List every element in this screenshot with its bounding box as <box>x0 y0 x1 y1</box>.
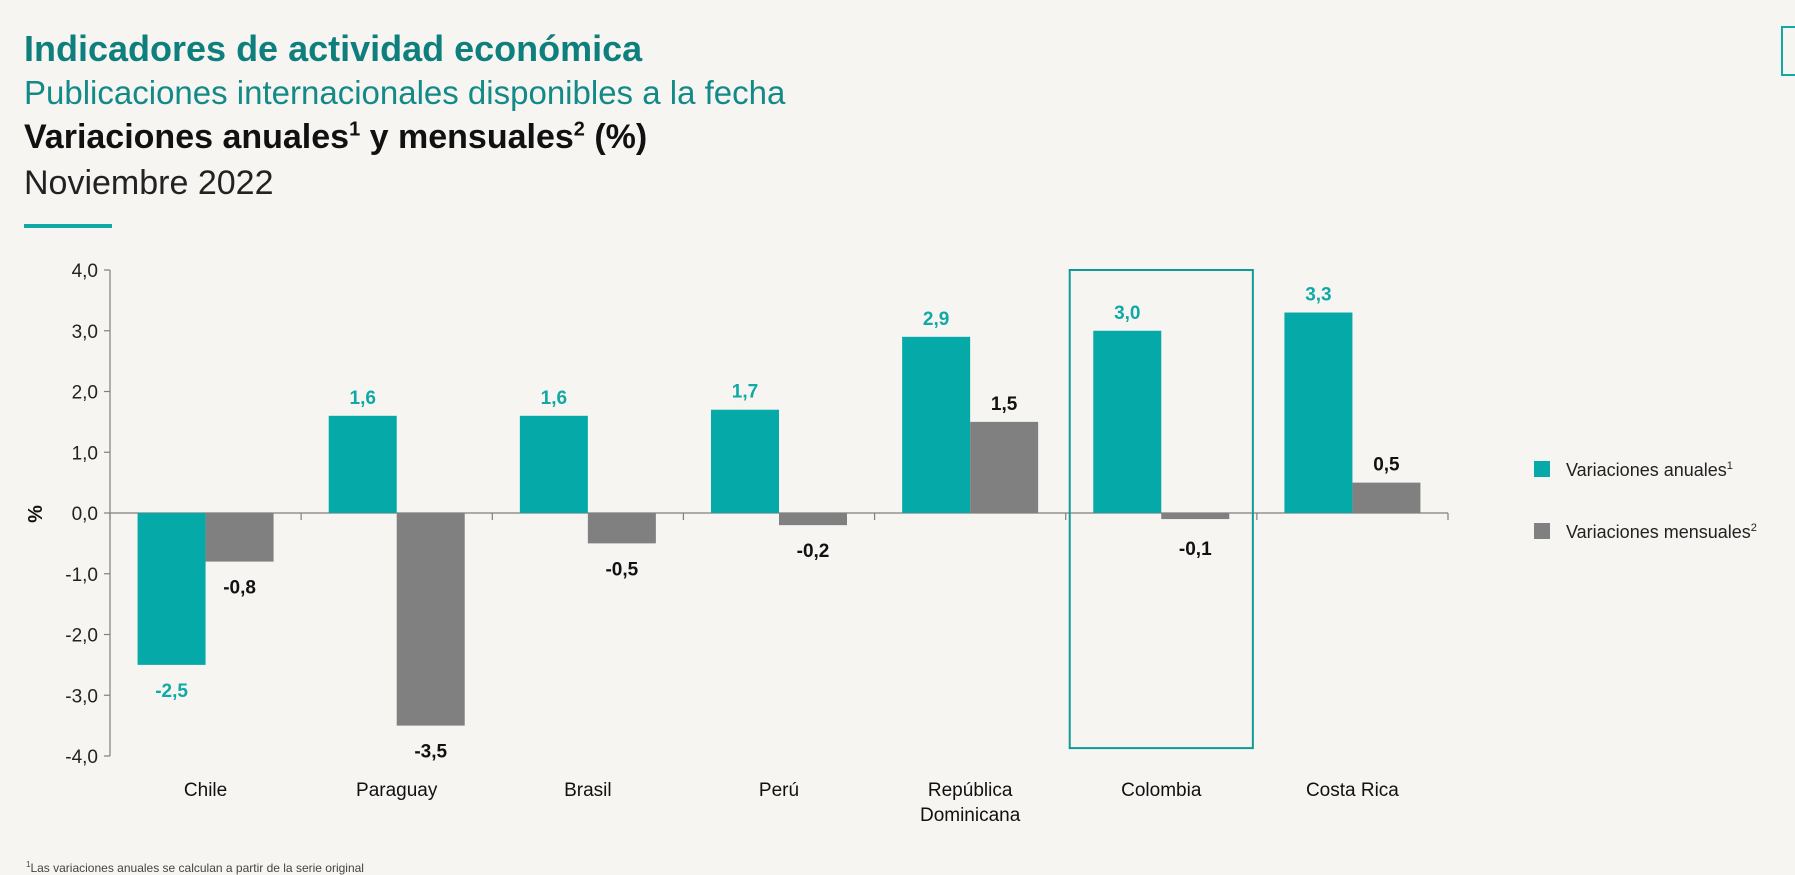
x-tick-label: República <box>928 780 1013 801</box>
heading-sup-2: 2 <box>573 118 585 141</box>
data-label-annual: 3,3 <box>1305 285 1331 306</box>
data-label-monthly: 1,5 <box>991 394 1018 415</box>
footnote-text: Las variaciones anuales se calculan a pa… <box>30 861 364 875</box>
highlight-box <box>1068 269 1254 750</box>
data-label-annual: -2,5 <box>155 681 188 702</box>
data-label-monthly: 0,5 <box>1373 455 1400 476</box>
legend-swatch-annual <box>1534 461 1550 477</box>
x-tick-label: Costa Rica <box>1306 780 1399 801</box>
chart-period: Noviembre 2022 <box>24 164 274 202</box>
bar-annual-república-dominicana <box>902 336 971 513</box>
x-tick-label: Colombia <box>1121 780 1202 801</box>
bar-annual-costa-rica <box>1284 312 1353 513</box>
data-label-monthly: -0,5 <box>605 559 638 580</box>
bar-annual-colombia <box>1093 330 1162 513</box>
legend-label-annual: Variaciones anuales1 <box>1566 460 1733 480</box>
chart-heading: Variaciones anuales1 y mensuales2 (%) <box>24 118 647 157</box>
bar-annual-chile <box>137 513 206 665</box>
x-tick-label: Paraguay <box>356 780 438 801</box>
data-label-monthly: -0,2 <box>797 541 830 562</box>
y-tick-label: -2,0 <box>65 626 98 647</box>
data-label-annual: 1,7 <box>732 382 758 403</box>
data-label-annual: 1,6 <box>541 388 567 409</box>
x-tick-label: Chile <box>184 780 227 801</box>
x-tick-label: Brasil <box>564 780 612 801</box>
y-tick-label: 1,0 <box>72 443 98 464</box>
data-label-annual: 1,6 <box>350 388 376 409</box>
heading-part-1: Variaciones anuales <box>24 118 350 156</box>
bar-monthly-república-dominicana <box>970 421 1039 513</box>
y-tick-label: -1,0 <box>65 565 98 586</box>
y-axis-label: % <box>25 505 47 523</box>
y-tick-label: 3,0 <box>72 322 98 343</box>
y-tick-label: -3,0 <box>65 686 98 707</box>
y-tick-label: 0,0 <box>72 504 98 525</box>
data-label-monthly: -0,1 <box>1179 539 1212 560</box>
edge-frame <box>1781 26 1795 76</box>
bar-monthly-paraguay <box>396 513 465 726</box>
chart-title: Indicadores de actividad económica <box>24 28 643 69</box>
heading-part-2: y mensuales <box>360 118 574 156</box>
bar-annual-paraguay <box>328 415 397 513</box>
y-tick-label: 4,0 <box>72 261 98 282</box>
footnote-sup: 1 <box>26 860 31 869</box>
heading-sup-1: 1 <box>349 118 361 141</box>
data-label-monthly: -3,5 <box>414 742 447 763</box>
bar-monthly-chile <box>205 513 274 562</box>
legend-superscript: 2 <box>1751 522 1757 534</box>
data-label-annual: 2,9 <box>923 309 949 330</box>
data-label-annual: 3,0 <box>1114 303 1140 324</box>
legend-label-monthly: Variaciones mensuales2 <box>1566 522 1757 542</box>
bar-monthly-perú <box>779 513 847 526</box>
footnote: 1Las variaciones anuales se calculan a p… <box>26 860 364 875</box>
y-tick-label: -4,0 <box>65 747 98 768</box>
x-tick-label: Dominicana <box>920 805 1021 826</box>
bar-monthly-colombia <box>1161 513 1230 520</box>
chart-subtitle: Publicaciones internacionales disponible… <box>24 74 786 111</box>
bar-monthly-costa-rica <box>1352 482 1421 513</box>
data-label-monthly: -0,8 <box>223 578 256 599</box>
legend-superscript: 1 <box>1727 460 1733 472</box>
legend-swatch-monthly <box>1534 523 1550 539</box>
heading-part-3: (%) <box>584 118 648 156</box>
title-underline <box>24 224 112 228</box>
bar-annual-brasil <box>519 415 588 513</box>
x-tick-label: Perú <box>759 780 799 801</box>
bar-annual-perú <box>711 409 779 513</box>
bar-monthly-brasil <box>587 513 656 544</box>
y-tick-label: 2,0 <box>72 383 98 404</box>
